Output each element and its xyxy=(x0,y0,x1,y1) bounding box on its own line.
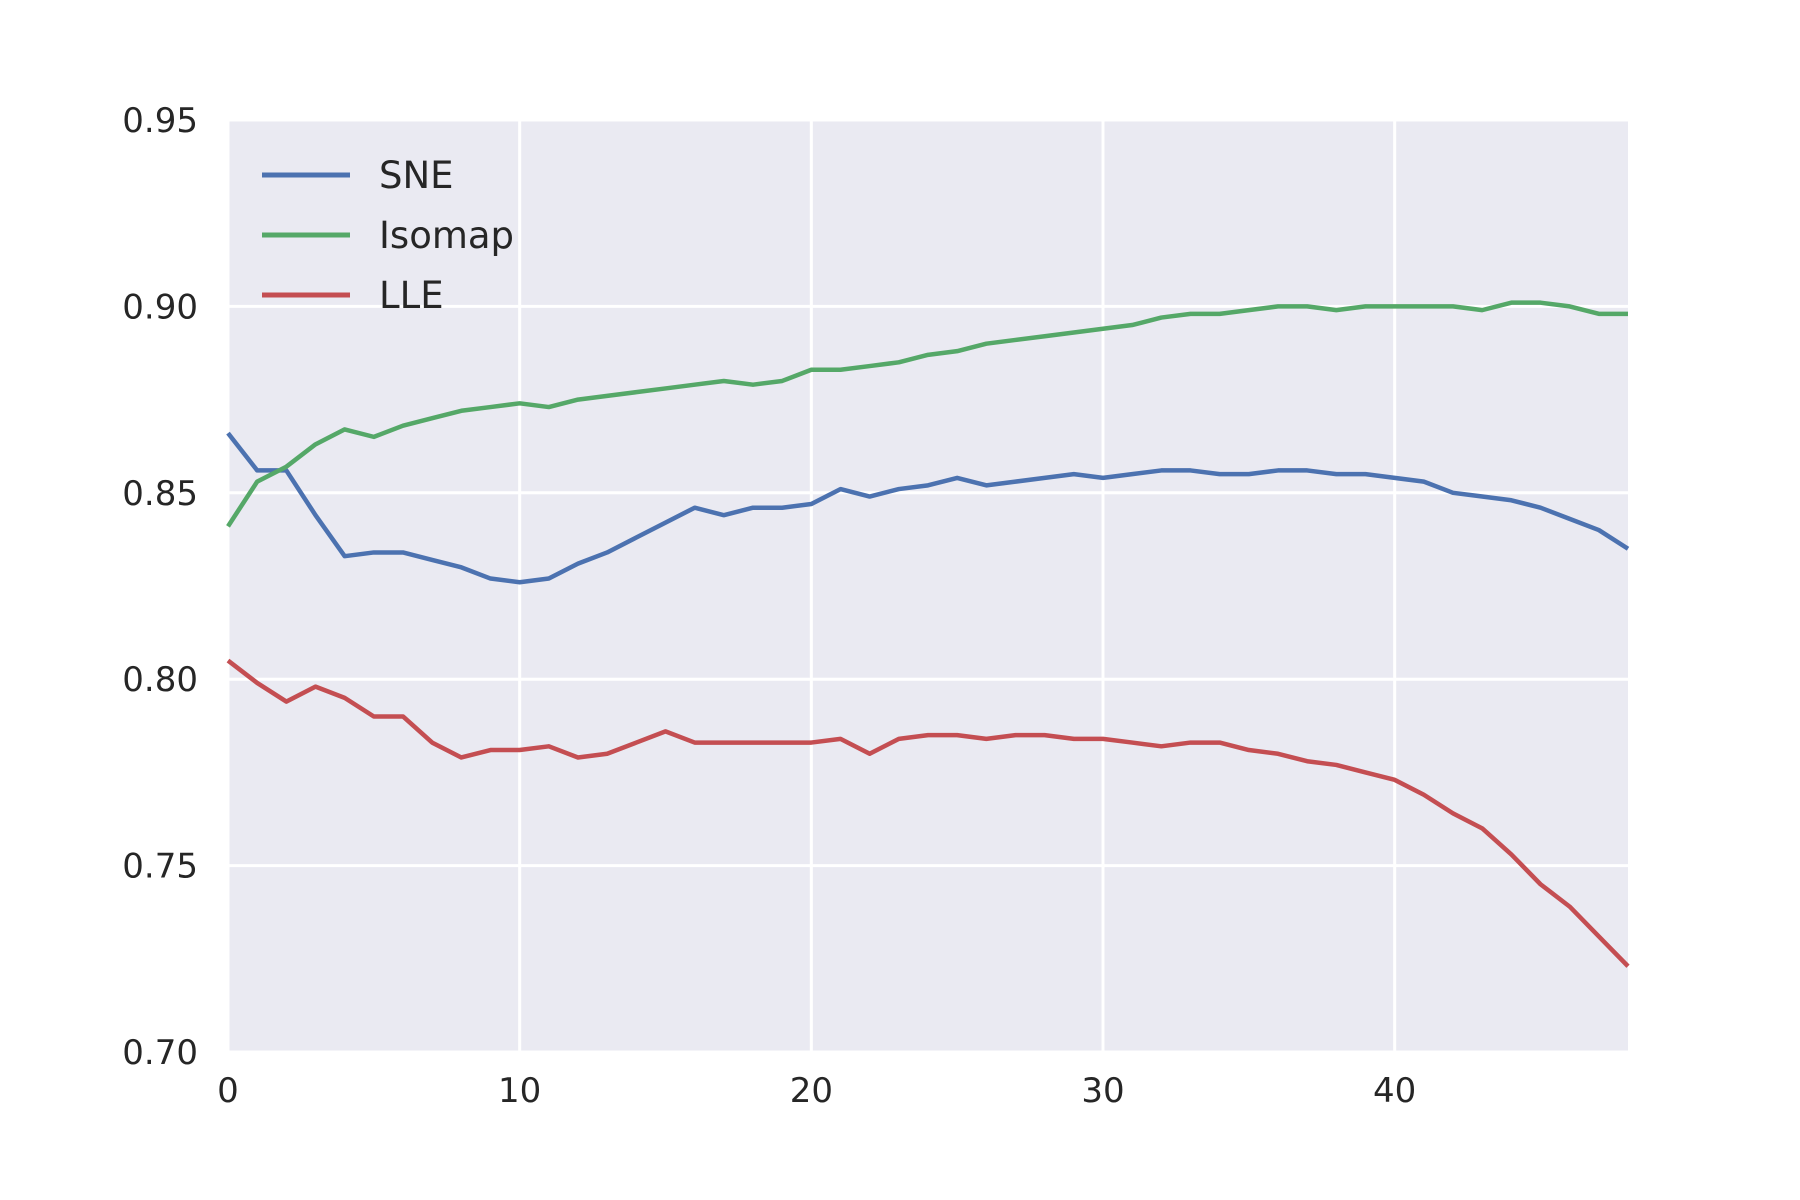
series-line-lle xyxy=(226,658,1630,968)
y-tick-label: 0.85 xyxy=(122,474,198,514)
x-tick-label: 0 xyxy=(217,1071,239,1111)
series-line-isomap xyxy=(226,300,1628,528)
plot-area xyxy=(228,120,1628,1052)
series-line-sne xyxy=(226,431,1630,585)
y-tick-label: 0.95 xyxy=(122,101,198,141)
series-layer xyxy=(226,300,1630,968)
y-tick-label: 0.70 xyxy=(122,1033,198,1073)
y-axis: 0.70 0.75 0.80 0.85 0.90 0.95 xyxy=(122,101,198,1073)
y-tick-label: 0.90 xyxy=(122,287,198,327)
legend-label-isomap: Isomap xyxy=(379,214,514,257)
x-gridlines xyxy=(226,120,1397,1052)
x-tick-label: 10 xyxy=(498,1071,541,1111)
y-tick-label: 0.75 xyxy=(122,847,198,887)
legend: SNE Isomap LLE xyxy=(262,154,514,317)
legend-label-lle: LLE xyxy=(379,274,444,317)
x-axis: 0 10 20 30 40 xyxy=(217,1071,1416,1111)
x-tick-label: 20 xyxy=(790,1071,833,1111)
x-tick-label: 30 xyxy=(1081,1071,1124,1111)
x-tick-label: 40 xyxy=(1373,1071,1416,1111)
legend-label-sne: SNE xyxy=(379,154,454,197)
y-tick-label: 0.80 xyxy=(122,660,198,700)
